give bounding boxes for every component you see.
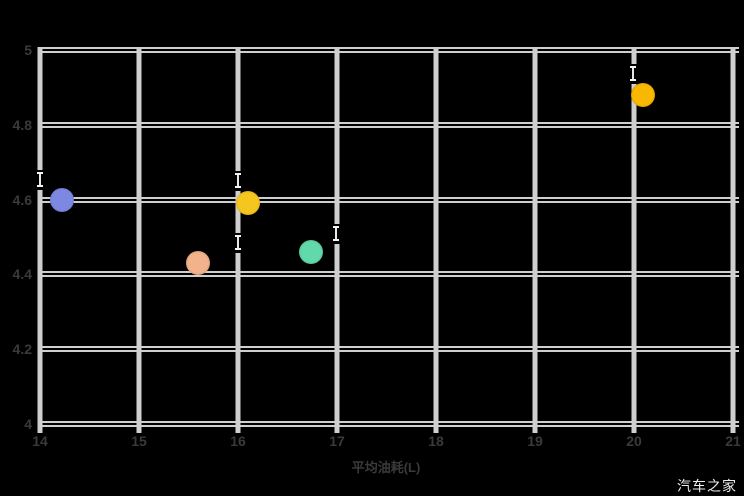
y-tick-label: 4 — [24, 416, 32, 432]
point-yellow — [235, 191, 260, 216]
x-axis-tick — [235, 427, 241, 433]
x-tick-label: 20 — [626, 433, 642, 449]
x-axis-tick — [730, 427, 736, 433]
x-tick-label: 21 — [725, 433, 741, 449]
x-axis-tick — [433, 427, 439, 433]
point-micro-label — [35, 169, 44, 190]
x-tick-label: 18 — [428, 433, 444, 449]
micro-label-stem — [237, 237, 240, 249]
watermark-text: 汽车之家 — [677, 478, 737, 494]
x-axis-tick — [631, 427, 637, 433]
x-axis-tick — [37, 427, 43, 433]
vertical-gridline — [136, 47, 142, 427]
micro-label-stem — [38, 173, 41, 185]
horizontal-gridline — [42, 346, 739, 353]
x-tick-label: 17 — [329, 433, 345, 449]
x-axis-title: 平均油耗(L) — [351, 460, 421, 475]
vertical-gridline — [631, 47, 637, 427]
y-tick-label: 4.4 — [12, 266, 32, 283]
y-tick-label: 5 — [24, 42, 32, 58]
vertical-gridline — [37, 47, 43, 427]
horizontal-gridline — [42, 47, 739, 53]
y-tick-label: 4.6 — [12, 191, 32, 208]
x-tick-label: 15 — [131, 433, 147, 449]
horizontal-gridline — [42, 196, 739, 203]
point-micro-label — [332, 223, 341, 244]
point-periwinkle — [49, 187, 74, 212]
point-salmon — [186, 251, 211, 276]
vertical-gridline — [433, 47, 439, 427]
x-tick-label: 14 — [32, 433, 48, 449]
x-axis-tick — [334, 427, 340, 433]
micro-label-stem — [631, 67, 634, 79]
point-micro-label — [628, 63, 637, 84]
point-teal — [299, 239, 324, 264]
vertical-gridline — [730, 47, 736, 427]
vertical-gridline — [532, 47, 538, 427]
y-tick-label: 4.2 — [12, 341, 32, 358]
y-tick-label: 4.8 — [12, 116, 32, 133]
point-micro-label — [233, 171, 242, 192]
point-micro-label — [234, 233, 243, 254]
micro-label-stem — [335, 227, 338, 239]
x-tick-label: 19 — [527, 433, 543, 449]
x-tick-label: 16 — [230, 433, 246, 449]
horizontal-gridline — [42, 121, 739, 128]
micro-label-stem — [236, 175, 239, 187]
point-amber — [630, 82, 655, 107]
horizontal-gridline — [42, 271, 739, 278]
x-axis-tick — [532, 427, 538, 433]
x-axis-tick — [136, 427, 142, 433]
horizontal-gridline — [42, 421, 739, 427]
